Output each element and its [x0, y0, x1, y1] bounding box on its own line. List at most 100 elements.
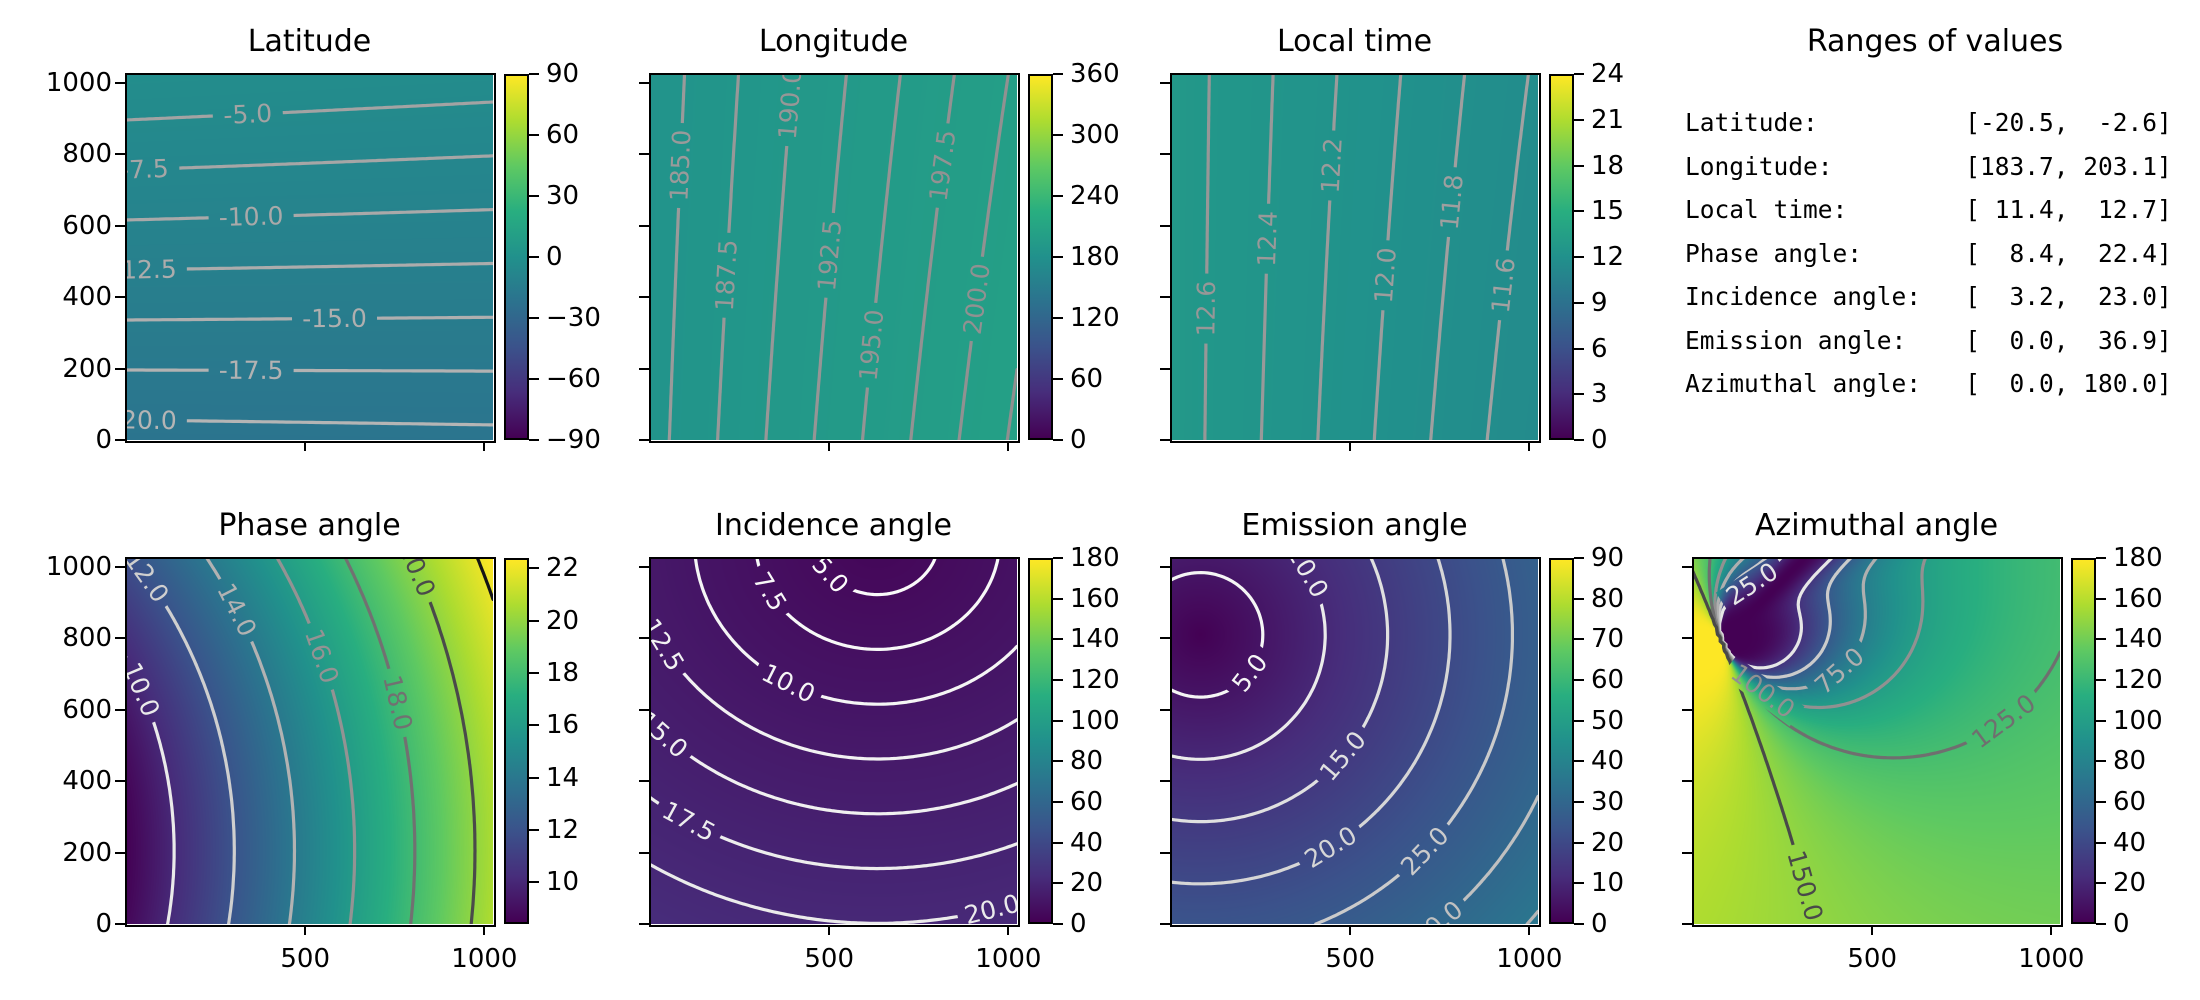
colorbar [1549, 74, 1574, 440]
colorbar-tick-label: 100 [1070, 705, 1120, 736]
y-tick-label: 200 [62, 353, 112, 384]
y-tick [639, 81, 649, 84]
colorbar-tick-label: 80 [2113, 746, 2147, 777]
colorbar-tick-label: 160 [1070, 583, 1120, 614]
range-line: Longitude: [183.7, 203.1] [1685, 151, 2172, 181]
contour-line [818, 558, 937, 597]
colorbar-tick [1574, 73, 1584, 75]
contour-line [475, 558, 493, 601]
colorbar-tick [2096, 597, 2106, 600]
panel-longitude: Longitude 185.0 187.5 190.0 192.5 195.0 197.5 2… [639, 24, 1120, 453]
contour-line [126, 100, 493, 122]
colorbar-tick-label: 80 [1070, 746, 1104, 777]
range-line: Phase angle: [ 8.4, 22.4] [1685, 238, 2172, 268]
contour-overlay: 5.010.015.020.0 25.030.0 [1171, 558, 1538, 924]
colorbar-tick-label: 18 [546, 658, 580, 689]
colorbar-tick [1574, 801, 1584, 803]
colorbar-tick [529, 881, 539, 884]
colorbar-tick-label: 20 [2113, 868, 2147, 899]
y-tick [115, 224, 125, 227]
colorbar-tick-label: 9 [1591, 287, 1608, 318]
colorbar-tick [1053, 760, 1063, 763]
colorbar-tick [1053, 439, 1063, 441]
y-tick [115, 565, 125, 568]
colorbar-tick [1053, 882, 1063, 885]
colorbar-tick-label: 30 [546, 181, 580, 211]
colorbar-tick [529, 672, 539, 675]
contour-line [667, 74, 687, 440]
colorbar-tick-label: 50 [1591, 705, 1625, 736]
colorbar-tick [1574, 164, 1584, 167]
colorbar-tick-label: 240 [1070, 181, 1120, 211]
colorbar [1028, 558, 1053, 924]
colorbar-tick [529, 439, 539, 441]
y-tick-label: 200 [62, 837, 112, 868]
x-tick-label: 1000 [2018, 944, 2085, 974]
contour-line [650, 720, 1017, 816]
contour-label: 18.0 [377, 672, 418, 733]
y-tick-label: 600 [62, 694, 112, 725]
colorbar-tick-label: 10 [1591, 868, 1625, 899]
colorbar-tick-label: 20 [1591, 827, 1625, 858]
contour-label: 20.0 [393, 558, 442, 601]
panel-title: Local time [1276, 24, 1433, 59]
ranges-title: Ranges of values [1806, 24, 2064, 59]
contour-label: 197.5 [924, 128, 962, 203]
colorbar-tick-label: 40 [2113, 827, 2147, 858]
panel-phase-angle: Phase angle 10.0 12.0 14.0 16.0 18.0 20.0 0 200 4… [46, 508, 579, 972]
x-tick [483, 925, 486, 935]
contour-label: 12.6 [1191, 281, 1221, 337]
y-tick [115, 296, 125, 299]
contour-label: 12.5 [650, 613, 690, 676]
y-tick [115, 851, 125, 854]
y-tick [1160, 224, 1170, 227]
contour-line [126, 154, 493, 172]
colorbar-tick [1053, 557, 1063, 559]
contour-label: 30.0 [1407, 895, 1468, 924]
y-tick [639, 780, 649, 783]
colorbar-tick-label: 180 [1070, 242, 1120, 272]
colorbar-tick [2096, 679, 2106, 681]
colorbar-tick [529, 828, 539, 831]
contour-label: 11.8 [1435, 173, 1469, 231]
colorbar-tick-label: 60 [546, 120, 580, 150]
colorbar-tick [1574, 301, 1584, 304]
y-tick [639, 565, 649, 568]
contour-line [1203, 74, 1211, 440]
colorbar-tick [1053, 317, 1063, 319]
colorbar-tick-label: 90 [1591, 543, 1625, 573]
colorbar-tick [1574, 882, 1584, 885]
contour-line [1485, 74, 1530, 440]
contour-line [909, 74, 956, 440]
y-tick [115, 923, 125, 925]
colorbar-tick-label: 40 [1591, 746, 1625, 777]
y-tick [115, 153, 125, 156]
contour-line [755, 558, 1000, 651]
colorbar-tick [529, 378, 539, 380]
contour-label: 17.5 [657, 796, 720, 848]
y-tick [1160, 81, 1170, 84]
colorbar-tick-label: 40 [1070, 827, 1104, 858]
colorbar-tick [2096, 760, 2106, 763]
y-tick-label: 600 [62, 210, 112, 241]
panel-latitude: Latitude -20.0 -17.5 -15.0 -12.5 -10.0 -7.5 -5.… [46, 24, 601, 453]
panel-local-time: Local time 12.6 12.4 12.2 12.0 11.8 11.6 0 3 6 9 12… [1160, 24, 1624, 453]
contour-label: -17.5 [219, 356, 284, 385]
y-tick [639, 708, 649, 711]
colorbar-tick [1574, 719, 1584, 722]
colorbar-tick-label: 22 [546, 553, 580, 584]
colorbar-tick [1053, 719, 1063, 722]
contour-line [343, 558, 417, 924]
colorbar-tick [1574, 760, 1584, 763]
colorbar [504, 74, 529, 440]
x-tick [1349, 925, 1352, 935]
y-tick [1160, 637, 1170, 640]
y-tick [1160, 296, 1170, 299]
panel-title: Phase angle [218, 508, 401, 543]
colorbar [1028, 74, 1053, 440]
range-line: Latitude: [-20.5, -2.6] [1685, 108, 2172, 137]
y-tick [1160, 780, 1170, 783]
contour-line [126, 655, 176, 924]
contour-line [693, 558, 1017, 706]
contour-label: 195.0 [854, 308, 890, 382]
